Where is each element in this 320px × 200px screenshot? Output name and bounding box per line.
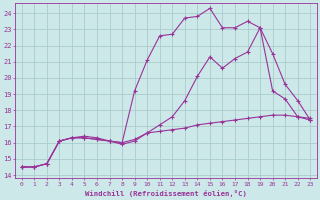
- X-axis label: Windchill (Refroidissement éolien,°C): Windchill (Refroidissement éolien,°C): [85, 190, 247, 197]
